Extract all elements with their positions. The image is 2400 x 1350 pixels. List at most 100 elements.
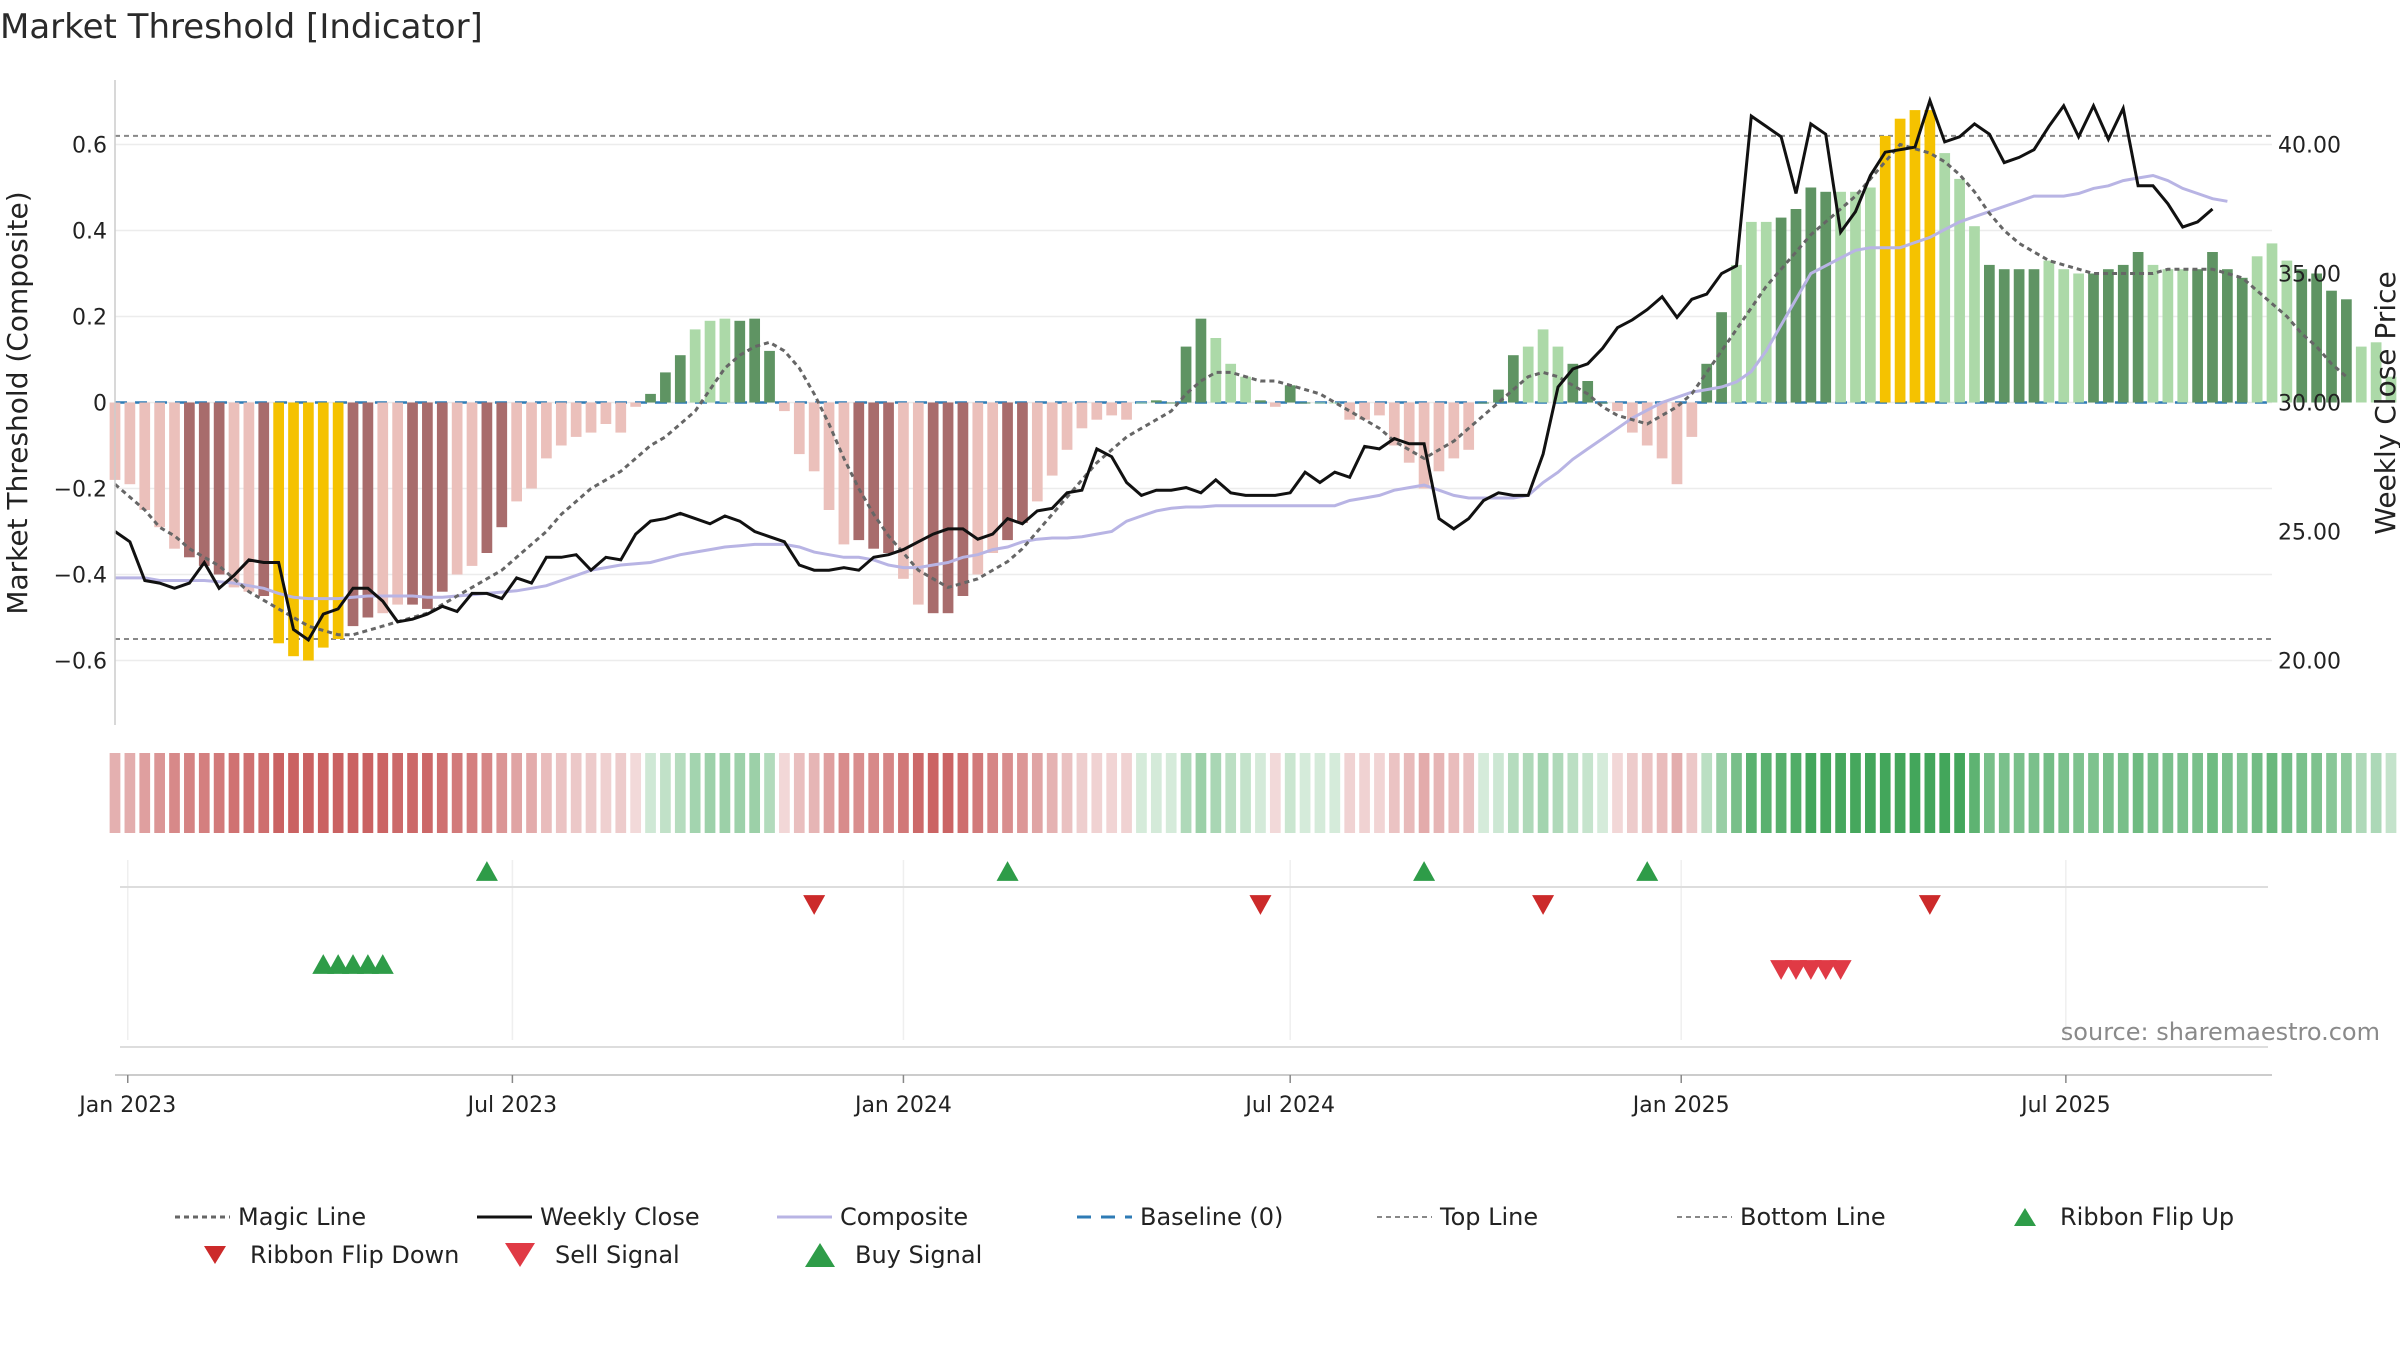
ribbon-cell <box>1507 753 1519 833</box>
y2-tick-label: 20.00 <box>2278 650 2341 675</box>
composite-bar <box>1686 402 1698 437</box>
composite-bar <box>1388 402 1400 446</box>
ribbon-cell <box>1894 753 1906 833</box>
x-tick-label: Jan 2024 <box>853 1093 952 1118</box>
ribbon-cell <box>764 753 775 833</box>
composite-bar <box>1894 118 1906 403</box>
sell-signal-marker <box>1799 960 1822 980</box>
ribbon-cell <box>615 753 627 833</box>
composite-bar <box>243 402 255 592</box>
composite-bar <box>1433 402 1445 472</box>
ribbon-cell <box>169 753 180 833</box>
composite-bar <box>674 355 686 403</box>
composite-bar <box>2370 342 2382 403</box>
composite-bar <box>347 402 359 627</box>
ribbon-cell <box>927 753 939 833</box>
composite-bar <box>883 402 894 553</box>
ribbon-cell <box>1225 753 1237 833</box>
legend-label: Ribbon Flip Down <box>250 1241 459 1269</box>
composite-bar <box>1820 191 1832 403</box>
ribbon-cell <box>2132 753 2144 833</box>
ribbon-cell <box>1552 753 1564 833</box>
composite-bar <box>377 402 389 614</box>
ribbon-cell <box>2103 753 2114 833</box>
ribbon-cell <box>1716 753 1727 833</box>
ribbon-flip-down-marker <box>1918 895 1941 915</box>
ribbon-cell <box>987 753 999 833</box>
ribbon-cell <box>1284 753 1296 833</box>
y-tick-label: −0.2 <box>54 478 107 503</box>
ribbon-cell <box>258 753 270 833</box>
ribbon-cell <box>2355 753 2367 833</box>
ribbon-cell <box>1745 753 1757 833</box>
source-note: source: sharemaestro.com <box>2061 1018 2380 1046</box>
ribbon-cell <box>2207 753 2218 833</box>
ribbon-cell <box>228 753 240 833</box>
ribbon-cell <box>1299 753 1311 833</box>
ribbon-cell <box>1686 753 1698 833</box>
ribbon-cell <box>1240 753 1251 833</box>
sell-signal-marker <box>1814 960 1837 980</box>
composite-bar <box>1939 153 1951 403</box>
ribbon-cell <box>1864 753 1876 833</box>
composite-bar <box>972 402 984 575</box>
ribbon-cell <box>1031 753 1043 833</box>
composite-bar <box>2117 264 2129 403</box>
ribbon-cell <box>585 753 597 833</box>
composite-bar <box>793 402 805 455</box>
legend: Magic Line Weekly Close Composite Baseline … <box>175 1203 2234 1269</box>
composite-bar <box>1225 363 1237 403</box>
ribbon-cell <box>2326 753 2337 833</box>
ribbon-flip-down-marker <box>803 895 826 915</box>
legend-label: Weekly Close <box>540 1203 700 1231</box>
composite-bar <box>585 402 597 433</box>
composite-bar <box>1165 402 1177 404</box>
ribbon-cell <box>2177 753 2189 833</box>
composite-bar <box>496 402 508 528</box>
ribbon-cell <box>808 753 820 833</box>
magic-line <box>114 142 2348 637</box>
ribbon-cell <box>2281 753 2293 833</box>
composite-bar <box>555 402 567 446</box>
ribbon-cell <box>734 753 746 833</box>
composite-bar <box>1954 178 1965 403</box>
y-tick-label: −0.4 <box>54 564 107 589</box>
ribbon-cell <box>1374 753 1385 833</box>
ribbon-flip-down-marker <box>1249 895 1272 915</box>
ribbon-cell <box>392 753 403 833</box>
composite-bar <box>615 402 627 433</box>
composite-bar <box>1760 221 1772 403</box>
y-axis-label: Market Threshold (Composite) <box>1 191 34 614</box>
series-lines <box>114 95 2348 643</box>
composite-bar <box>2192 269 2203 403</box>
legend-swatch <box>805 1243 835 1267</box>
ribbon <box>109 753 2397 833</box>
ribbon-cell <box>1165 753 1177 833</box>
legend-label: Buy Signal <box>855 1241 982 1269</box>
composite-bar <box>957 402 969 596</box>
legend-swatch <box>204 1246 226 1264</box>
x-tick-label: Jul 2023 <box>466 1093 558 1118</box>
ribbon-cell <box>1046 753 1058 833</box>
composite-bars <box>109 110 2397 661</box>
composite-bar <box>645 393 656 403</box>
composite-bar <box>1582 381 1594 403</box>
composite-bar <box>1537 329 1549 403</box>
composite-bar <box>2251 256 2263 403</box>
ribbon-cell <box>1984 753 1995 833</box>
composite-bar <box>184 402 195 558</box>
legend-label: Composite <box>840 1203 968 1231</box>
composite-bar <box>1522 346 1534 403</box>
ribbon-cell <box>2117 753 2129 833</box>
ribbon-cell <box>674 753 686 833</box>
composite-bar <box>1716 312 1727 403</box>
y2-axis-label: Weekly Close Price <box>2369 271 2400 534</box>
ribbon-cell <box>1388 753 1400 833</box>
ribbon-cell <box>2236 753 2248 833</box>
composite-bar <box>1879 135 1891 403</box>
composite-bar <box>303 402 314 661</box>
composite-bar <box>422 402 433 609</box>
composite-bar <box>1180 346 1192 403</box>
composite-bar <box>823 402 835 510</box>
ribbon-cell <box>317 753 329 833</box>
